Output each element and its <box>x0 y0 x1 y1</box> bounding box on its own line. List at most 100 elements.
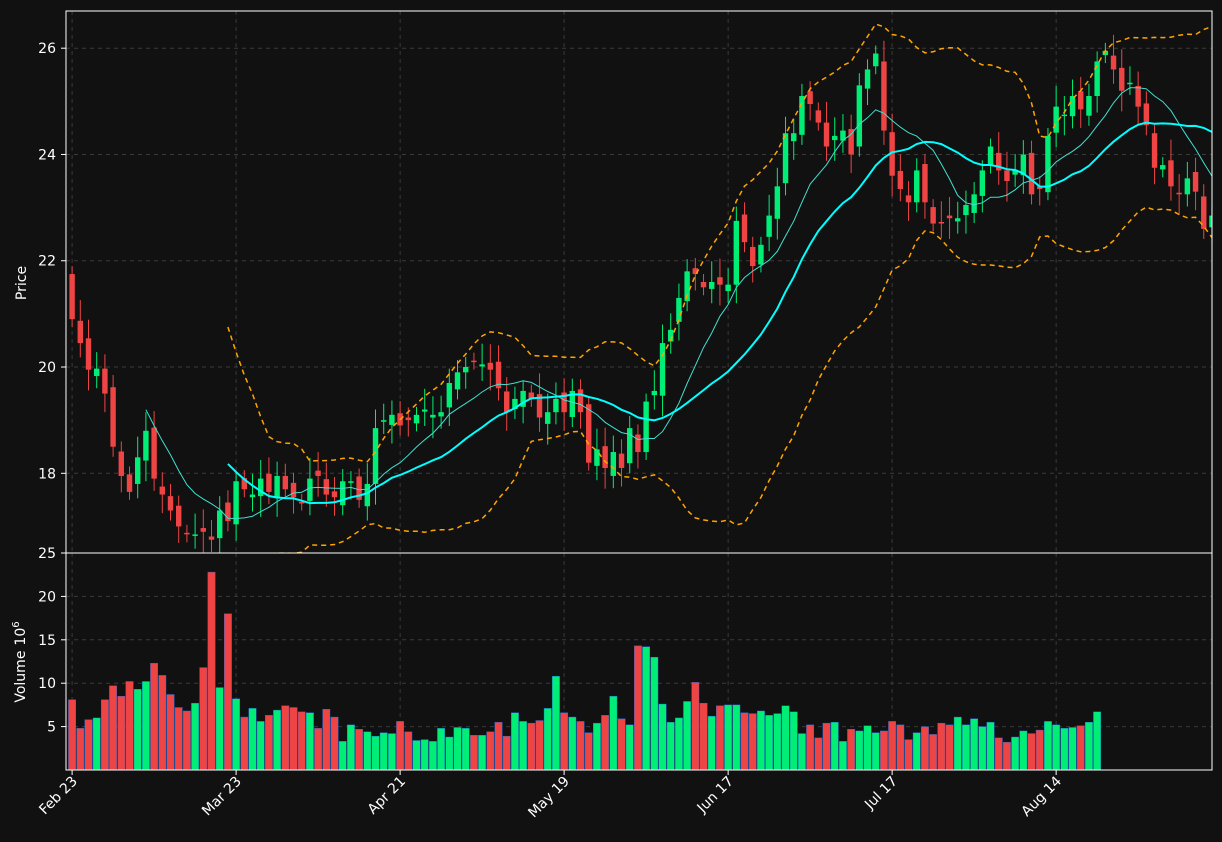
volume-axis-label-text: Volume <box>13 651 29 703</box>
candle-body <box>692 268 699 275</box>
candle-body <box>1184 178 1191 195</box>
candle-body <box>766 215 772 237</box>
candle-body <box>659 343 666 396</box>
candle-body <box>495 361 502 389</box>
candle-body <box>651 390 658 396</box>
candle-body <box>249 494 256 498</box>
volume-bar <box>1060 728 1069 771</box>
volume-bar <box>437 728 446 771</box>
volume-bar <box>338 741 347 771</box>
candle-body <box>126 474 133 492</box>
candle-body <box>750 246 756 267</box>
candle-body <box>930 207 936 224</box>
candle-body <box>192 534 198 536</box>
candle-body <box>717 277 723 285</box>
volume-bar <box>871 732 880 771</box>
volume-bar <box>806 724 815 771</box>
candle-body <box>881 61 887 131</box>
volume-bar <box>355 729 364 771</box>
candle-body <box>684 271 690 302</box>
volume-bar <box>789 711 798 771</box>
volume-bar <box>568 716 577 771</box>
volume-bar <box>666 722 675 771</box>
candle-body <box>134 457 141 484</box>
candle-body <box>389 414 395 425</box>
volume-bar <box>453 727 462 771</box>
volume-bar <box>306 712 314 771</box>
candle-body <box>1160 165 1166 170</box>
volume-bar <box>1076 725 1085 771</box>
moving-average-line <box>145 87 1212 520</box>
bollinger-lower-band <box>274 206 1212 553</box>
candle-body <box>405 417 412 421</box>
volume-bar <box>322 709 331 771</box>
volume-bar <box>224 613 232 771</box>
candle-body <box>1020 154 1027 176</box>
volume-bar <box>248 708 257 771</box>
candle-body <box>905 195 912 203</box>
candle-body <box>315 470 321 476</box>
volume-bar <box>1003 742 1011 771</box>
candle-body <box>733 220 740 285</box>
volume-bar <box>839 741 847 771</box>
candle-body <box>143 430 149 461</box>
volume-bar <box>863 725 872 771</box>
candle-body <box>668 329 674 342</box>
candle-body <box>627 428 633 464</box>
candle-body <box>381 420 387 422</box>
volume-bar <box>757 710 765 771</box>
volume-bar <box>1085 722 1093 771</box>
candle-body <box>709 282 715 289</box>
candle-body <box>610 452 617 476</box>
volume-bar <box>281 705 290 771</box>
candle-body <box>217 510 223 539</box>
volume-bar <box>519 721 528 771</box>
candle-body <box>1094 61 1100 97</box>
volume-bar <box>781 705 790 771</box>
candle-body <box>840 130 846 141</box>
candle-body <box>438 412 444 417</box>
candle-body <box>69 274 75 320</box>
bollinger-upper-band <box>227 23 1212 463</box>
candle-body <box>1209 215 1212 228</box>
candle-body <box>85 338 92 370</box>
candle-body <box>1045 135 1051 193</box>
candle-body <box>791 133 797 142</box>
candle-body <box>175 505 182 527</box>
candle-body <box>1127 82 1133 85</box>
candle-body <box>561 392 567 413</box>
volume-bar <box>461 728 470 771</box>
candle-body <box>151 427 157 479</box>
candle-body <box>643 401 649 453</box>
candle-body <box>200 528 207 532</box>
volume-bar <box>675 717 683 771</box>
volume-tick-label: 10 <box>38 676 56 692</box>
volume-bar <box>1052 724 1061 771</box>
candle-body <box>282 475 289 490</box>
candle-body <box>987 146 994 166</box>
volume-bar <box>84 719 93 771</box>
volume-bar <box>691 682 700 771</box>
volume-bar <box>76 728 85 771</box>
candle-body <box>938 221 945 224</box>
volume-bar <box>576 721 585 771</box>
volume-bar <box>855 730 864 771</box>
volume-bar <box>511 712 519 771</box>
candle-body <box>167 496 174 511</box>
volume-bar <box>502 735 511 771</box>
price-series <box>69 23 1212 553</box>
candle-body <box>963 204 969 216</box>
volume-bar <box>552 676 560 771</box>
volume-bar <box>1044 721 1052 771</box>
candle-body <box>93 368 100 377</box>
candle-body <box>372 428 379 484</box>
volume-bar <box>847 729 856 771</box>
volume-bar <box>830 722 839 771</box>
candle-body <box>979 170 986 196</box>
volume-bar <box>970 718 979 771</box>
volume-bar <box>404 731 413 771</box>
candle-body <box>1168 160 1174 187</box>
candle-body <box>1078 91 1084 110</box>
volume-bar <box>904 739 913 771</box>
volume-bar <box>798 733 806 771</box>
